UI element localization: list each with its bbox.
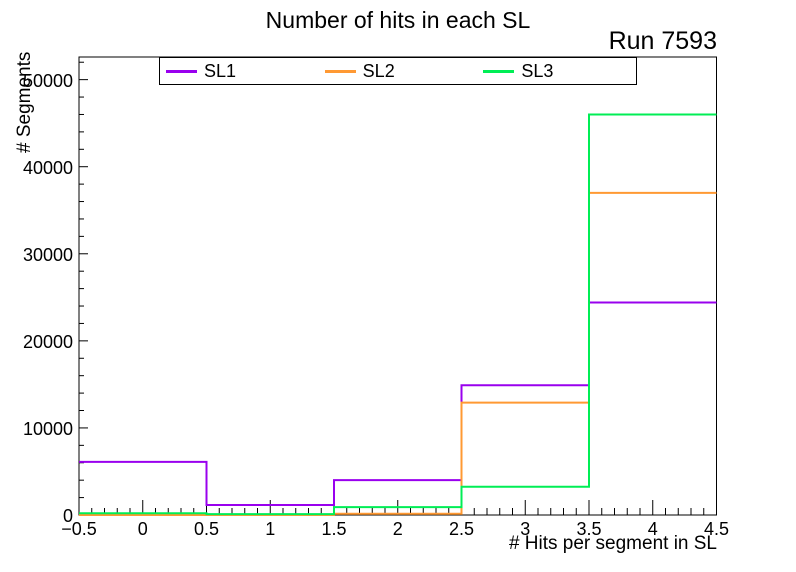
chart-title: Number of hits in each SL bbox=[265, 7, 531, 33]
legend-entry-sl1: SL1 bbox=[160, 62, 319, 80]
run-number-label: Run 7593 bbox=[608, 27, 717, 55]
sl2-line-sample-icon bbox=[324, 69, 356, 73]
legend: SL1 SL2 SL3 bbox=[159, 57, 637, 85]
x-tick-label: 2.5 bbox=[448, 519, 475, 539]
series-sl1 bbox=[79, 301, 717, 506]
y-axis-title: # Segments bbox=[14, 51, 35, 153]
legend-label-sl3: SL3 bbox=[521, 61, 554, 81]
y-tick-label: 20000 bbox=[22, 331, 73, 352]
x-tick-label: 3 bbox=[520, 519, 531, 539]
legend-label-sl1: SL1 bbox=[204, 61, 237, 81]
x-tick-label: 4 bbox=[647, 519, 658, 539]
series-sl3 bbox=[79, 113, 717, 516]
y-tick-label: 0 bbox=[62, 506, 73, 526]
x-tick-label: 4.5 bbox=[703, 519, 730, 539]
x-tick-label: 0 bbox=[137, 519, 148, 539]
x-tick-label: −0.5 bbox=[61, 519, 97, 539]
x-tick-label: 2 bbox=[392, 519, 403, 539]
y-tick-label: 40000 bbox=[22, 157, 73, 178]
plot-frame bbox=[78, 56, 717, 516]
x-tick-label: 0.5 bbox=[193, 519, 220, 539]
legend-label-sl2: SL2 bbox=[362, 61, 395, 81]
sl3-line-sample-icon bbox=[483, 69, 515, 73]
y-tick-label: 30000 bbox=[22, 244, 73, 265]
legend-entry-sl3: SL3 bbox=[477, 62, 636, 80]
x-tick-label: 1.5 bbox=[321, 519, 347, 539]
sl1-line-sample-icon bbox=[166, 69, 197, 73]
y-tick-label: 10000 bbox=[22, 418, 73, 439]
series-sl2 bbox=[79, 191, 717, 516]
y-tick-label: 50000 bbox=[22, 70, 73, 91]
x-axis-title: # Hits per segment in SL bbox=[508, 533, 717, 554]
x-tick-label: 1 bbox=[265, 519, 276, 539]
legend-entry-sl2: SL2 bbox=[319, 62, 478, 80]
x-tick-label: 3.5 bbox=[576, 519, 602, 539]
